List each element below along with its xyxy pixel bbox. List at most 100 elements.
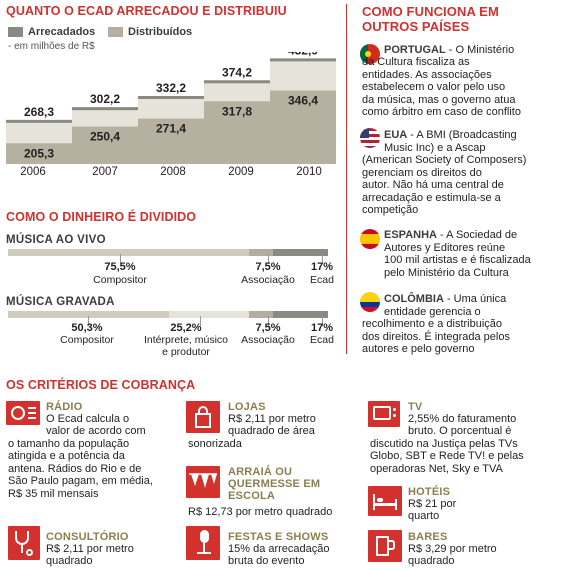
legend-label-distribuidos: Distribuídos xyxy=(128,26,193,38)
tick xyxy=(268,254,269,264)
radio-icon xyxy=(6,401,40,425)
legend-swatch-arrecadados xyxy=(8,27,23,37)
criteria-lojas-text: R$ 2,11 por metro quadrado de área xyxy=(228,413,316,438)
x-tick-label: 2008 xyxy=(160,166,186,178)
pct-label: 7,5% xyxy=(255,261,281,273)
band-segment xyxy=(138,98,204,119)
criteria-tv-text: 2,55% do faturamento bruto. O porcentual… xyxy=(408,413,517,438)
x-tick-label: 2009 xyxy=(228,166,254,178)
bar-segment-associacao xyxy=(249,311,273,318)
segment-label: Ecad xyxy=(310,274,334,286)
bar-segment-compositor xyxy=(8,249,249,256)
tick xyxy=(322,254,323,264)
tv-icon xyxy=(368,401,400,427)
pct-label: 7,5% xyxy=(255,322,281,334)
portugal-flag-icon xyxy=(360,44,380,64)
shopping-bag-icon xyxy=(186,401,220,433)
country-espanha: ESPANHA - A Sociedad de Autores y Editor… xyxy=(384,229,531,279)
criteria-hoteis-text: R$ 21 por quarto xyxy=(408,498,457,523)
pct-label: 17% xyxy=(310,261,334,273)
data-label: 250,4 xyxy=(90,130,120,144)
data-label: 268,3 xyxy=(24,105,54,119)
country-portugal: PORTUGAL - O Ministério xyxy=(384,44,515,56)
criteria-title: OS CRITÉRIOS DE COBRANÇA xyxy=(6,378,196,392)
criteria-tv-title: TV xyxy=(408,401,423,413)
area-chart: 268,3 302,2 332,2 374,2 432,9 205,3 250,4 271,4… xyxy=(6,52,336,164)
segment-label: Associação xyxy=(241,334,295,346)
tick xyxy=(322,316,323,326)
criteria-arraia-title: ARRAIÁ OU QUERMESSE EM ESCOLA xyxy=(228,466,321,502)
x-tick-label: 2010 xyxy=(296,166,322,178)
criteria-lojas-text-cont: sonorizada xyxy=(188,438,242,450)
country-colombia: COLÔMBIA - Uma única entidade gerencia o xyxy=(384,293,507,318)
criteria-radio-text: O Ecad calcula o valor de acordo com xyxy=(46,413,146,438)
data-label: 205,3 xyxy=(24,146,54,160)
criteria-bares-text: R$ 3,29 por metro quadrado xyxy=(408,543,497,568)
segment-label: Intérprete, músico xyxy=(143,334,229,346)
column-divider xyxy=(346,4,347,354)
country-eua: EUA - A BMI (Broadcasting Music Inc) e a… xyxy=(384,129,517,154)
x-tick-label: 2007 xyxy=(92,166,118,178)
segment-label: Ecad xyxy=(310,334,334,346)
segment-label: Associação xyxy=(241,274,295,286)
country-eua-text: (American Society of Composers) gerencia… xyxy=(362,154,527,217)
band-segment xyxy=(204,83,270,102)
legend-swatch-distribuidos xyxy=(108,27,123,37)
segment-label: Compositor xyxy=(60,334,114,346)
band-segment xyxy=(6,122,72,144)
gravada-bar xyxy=(8,311,328,318)
countries-title-line1: COMO FUNCIONA EM xyxy=(362,4,499,19)
country-name: PORTUGAL xyxy=(384,44,446,56)
bar-segment-ecad xyxy=(273,249,328,256)
data-label: 374,2 xyxy=(222,65,252,79)
criteria-consultorio-text: R$ 2,11 por metro quadrado xyxy=(46,543,134,568)
criteria-radio-text-cont: o tamanho da população atingida e a potê… xyxy=(8,438,153,500)
criteria-tv-text-cont: discutido na Justiça pelas TVs Globo, SB… xyxy=(370,438,524,475)
band-segment xyxy=(270,61,336,91)
bar-segment-ecad xyxy=(273,311,328,318)
tick xyxy=(120,254,121,264)
spain-flag-icon xyxy=(360,229,380,249)
criteria-bares-title: BARES xyxy=(408,531,448,543)
gravada-title: MÚSICA GRAVADA xyxy=(6,296,115,308)
countries-title-line2: OUTROS PAÍSES xyxy=(362,19,470,34)
festa-junina-flags-icon xyxy=(186,466,220,498)
microphone-icon xyxy=(186,526,220,560)
bar-segment-interprete xyxy=(169,311,249,318)
stethoscope-icon xyxy=(8,526,40,560)
data-label: 432,9 xyxy=(288,52,318,57)
beer-mug-icon xyxy=(368,530,402,562)
ao-vivo-bar xyxy=(8,249,328,256)
data-label: 271,4 xyxy=(156,122,186,136)
data-label: 302,2 xyxy=(90,92,120,106)
x-tick-label: 2006 xyxy=(20,166,46,178)
criteria-arraia-text: R$ 12,73 por metro quadrado xyxy=(188,506,333,518)
bar-segment-associacao xyxy=(249,249,273,256)
country-colombia-text: recolhimento e a distribuição dos direit… xyxy=(362,318,510,356)
criteria-lojas-title: LOJAS xyxy=(228,401,266,413)
country-name: ESPANHA xyxy=(384,229,437,241)
pct-label: 25,2% xyxy=(170,322,202,334)
ao-vivo-title: MÚSICA AO VIVO xyxy=(6,234,106,246)
data-label: 317,8 xyxy=(222,104,252,118)
tick xyxy=(268,316,269,326)
chart-title: QUANTO O ECAD ARRECADOU E DISTRIBUIU xyxy=(6,4,287,18)
colombia-flag-icon xyxy=(360,292,380,312)
x-axis: 2006 2007 2008 2009 2010 xyxy=(8,166,338,180)
tick xyxy=(200,316,201,326)
unit-note: - em milhões de R$ xyxy=(8,41,95,52)
criteria-festas-title: FESTAS E SHOWS xyxy=(228,531,329,543)
division-title: COMO O DINHEIRO É DIVIDIDO xyxy=(6,210,197,224)
bar-segment-compositor xyxy=(8,311,169,318)
pct-label: 75,5% xyxy=(104,261,136,273)
criteria-radio-title: RÁDIO xyxy=(46,401,83,413)
tick xyxy=(88,316,89,326)
criteria-festas-text: 15% da arrecadação bruta do evento xyxy=(228,543,330,568)
pct-label: 50,3% xyxy=(71,322,103,334)
country-name: EUA xyxy=(384,129,408,141)
usa-flag-icon xyxy=(360,128,380,148)
legend-label-arrecadados: Arrecadados xyxy=(28,26,96,38)
pct-label: 17% xyxy=(310,322,334,334)
countries-title: COMO FUNCIONA EM OUTROS PAÍSES xyxy=(362,4,499,34)
segment-label: e produtor xyxy=(162,346,210,358)
